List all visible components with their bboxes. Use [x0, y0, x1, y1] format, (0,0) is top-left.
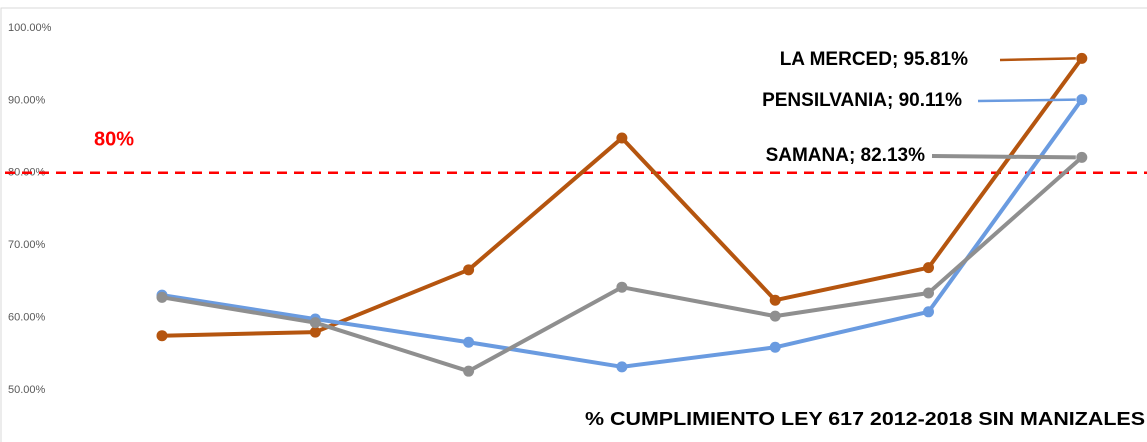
- data-point: [156, 330, 168, 342]
- data-point: [309, 317, 321, 329]
- y-tick-label: 70.00%: [8, 239, 46, 251]
- data-point: [309, 326, 321, 338]
- data-point: [616, 361, 628, 373]
- data-label: SAMANA; 82.13%: [766, 145, 926, 166]
- data-label: LA MERCED; 95.81%: [780, 49, 968, 70]
- data-point: [616, 132, 628, 144]
- data-point: [1076, 52, 1088, 64]
- label-leader: [931, 154, 1076, 160]
- data-point: [923, 287, 934, 299]
- y-tick-label: 50.00%: [8, 384, 46, 396]
- y-tick-label: 60.00%: [8, 312, 46, 324]
- data-point: [769, 310, 781, 322]
- data-point: [463, 365, 475, 377]
- data-point: [769, 341, 781, 353]
- label-leader: [977, 98, 1076, 103]
- chart-title: % CUMPLIMIENTO LEY 617 2012-2018 SIN MAN…: [585, 409, 1145, 429]
- data-point: [1076, 94, 1088, 106]
- label-leader: [999, 57, 1076, 62]
- series-line: [161, 155, 1084, 374]
- data-point: [769, 294, 781, 306]
- data-point: [1076, 151, 1088, 163]
- data-point: [463, 264, 475, 276]
- data-label: PENSILVANIA; 90.11%: [762, 90, 962, 111]
- data-point: [616, 281, 628, 293]
- data-point: [923, 306, 934, 318]
- data-point: [156, 291, 168, 303]
- reference-label: 80%: [94, 128, 134, 150]
- plot-frame: [0, 7, 1147, 442]
- data-point: [923, 262, 934, 274]
- y-tick-label: 90.00%: [8, 94, 46, 106]
- data-point: [463, 336, 475, 348]
- y-tick-label: 100.00%: [8, 22, 52, 34]
